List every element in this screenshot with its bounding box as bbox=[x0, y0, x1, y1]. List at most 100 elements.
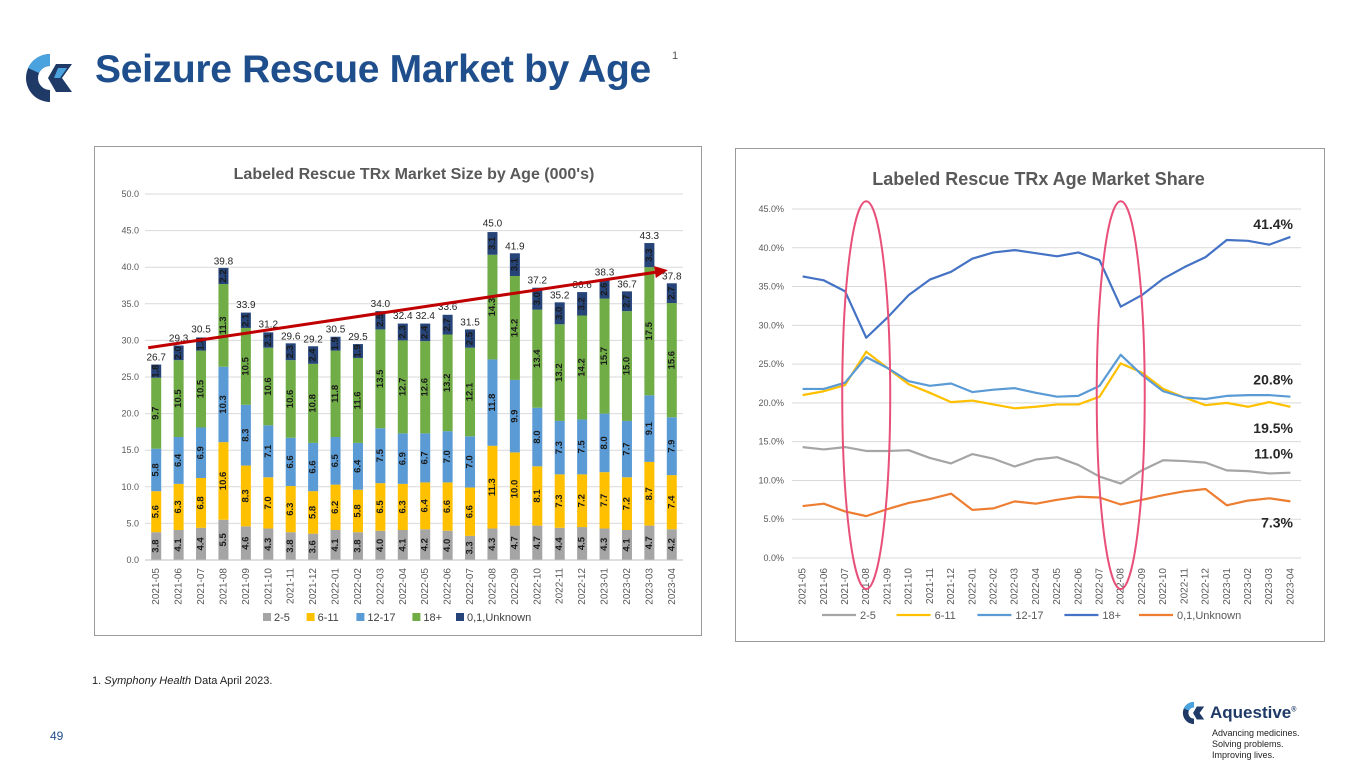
bar-data-label: 7.5 bbox=[375, 448, 386, 462]
x-tick-label: 2021-05 bbox=[151, 568, 162, 605]
bar-data-label: 15.7 bbox=[599, 347, 610, 366]
bar-data-label: 4.6 bbox=[240, 537, 251, 550]
x-tick-label: 2023-02 bbox=[622, 568, 633, 605]
x-tick-label: 2021-06 bbox=[174, 568, 185, 605]
bar-segment bbox=[509, 525, 520, 560]
brand-tagline: Advancing medicines. Solving problems. I… bbox=[1212, 728, 1300, 761]
bar-segment bbox=[397, 433, 408, 484]
chart-title: Labeled Rescue TRx Market Size by Age (0… bbox=[234, 166, 595, 183]
legend-label: 0,1,Unknown bbox=[467, 612, 531, 624]
legend-label: 18+ bbox=[423, 612, 442, 624]
x-tick-label: 2023-04 bbox=[667, 568, 678, 605]
bar-segment bbox=[173, 360, 184, 438]
bar-data-label: 3.2 bbox=[577, 297, 588, 310]
bar-total-label: 30.5 bbox=[191, 325, 211, 336]
bar-total-label: 35.2 bbox=[550, 290, 570, 301]
series-line-2-5 bbox=[802, 445, 1291, 485]
bar-data-label: 2.6 bbox=[599, 283, 610, 296]
bar-segment bbox=[285, 343, 296, 361]
bar-segment bbox=[240, 526, 251, 560]
bar-data-label: 8.1 bbox=[532, 489, 543, 503]
bar-total-label: 32.4 bbox=[415, 311, 435, 322]
series-line-12-17 bbox=[802, 353, 1291, 401]
bar-segment bbox=[352, 357, 363, 443]
bar-segment bbox=[599, 528, 610, 560]
bar-data-label: 4.0 bbox=[442, 539, 453, 552]
bar-data-label: 14.3 bbox=[487, 298, 498, 317]
bar-data-label: 3.8 bbox=[285, 539, 296, 552]
bar-segment bbox=[397, 529, 408, 560]
bar-total-label: 43.3 bbox=[640, 231, 660, 242]
bar-segment bbox=[465, 329, 476, 348]
x-tick-label: 2023-02 bbox=[1243, 568, 1254, 605]
bar-data-label: 4.7 bbox=[644, 536, 655, 549]
bar-segment bbox=[532, 466, 543, 526]
bar-data-label: 6.4 bbox=[420, 499, 431, 513]
bar-segment bbox=[532, 309, 543, 408]
x-tick-label: 2022-07 bbox=[465, 568, 476, 605]
bar-segment bbox=[263, 332, 274, 348]
x-tick-label: 2022-08 bbox=[1116, 568, 1127, 605]
bar-segment bbox=[285, 360, 296, 438]
bar-data-label: 4.7 bbox=[509, 536, 520, 549]
bar-data-label: 8.0 bbox=[599, 436, 610, 449]
bar-segment bbox=[621, 291, 632, 312]
bar-data-label: 6.6 bbox=[442, 500, 453, 513]
x-tick-label: 2022-11 bbox=[555, 568, 566, 604]
bar-data-label: 7.2 bbox=[577, 494, 588, 507]
bar-data-label: 6.5 bbox=[330, 454, 341, 468]
bar-segment bbox=[240, 312, 251, 328]
page-number: 49 bbox=[50, 729, 64, 743]
title-footnote-marker: 1 bbox=[672, 50, 679, 62]
legend-label: 2-5 bbox=[274, 612, 290, 624]
bar-data-label: 1.8 bbox=[151, 365, 162, 378]
bar-data-label: 4.1 bbox=[330, 538, 341, 552]
bar-data-label: 10.3 bbox=[218, 395, 229, 414]
y-tick-label: 10.0 bbox=[121, 482, 139, 492]
bar-data-label: 6.6 bbox=[285, 455, 296, 468]
bar-data-label: 12.7 bbox=[397, 378, 408, 397]
bar-data-label: 12.6 bbox=[420, 378, 431, 397]
bar-segment bbox=[621, 477, 632, 530]
bar-segment bbox=[285, 486, 296, 533]
bar-segment bbox=[151, 491, 162, 533]
bar-segment bbox=[151, 532, 162, 560]
bar-segment bbox=[621, 529, 632, 560]
bar-data-label: 13.5 bbox=[375, 369, 386, 388]
bar-segment bbox=[218, 519, 229, 560]
bar-segment bbox=[240, 404, 251, 466]
bar-data-label: 7.7 bbox=[599, 494, 610, 507]
bar-segment bbox=[509, 253, 520, 276]
series-end-label: 41.4% bbox=[1253, 216, 1293, 232]
y-tick-label: 10.0% bbox=[758, 475, 784, 485]
series-end-label: 20.8% bbox=[1253, 372, 1293, 388]
bar-segment bbox=[599, 472, 610, 529]
bar-segment bbox=[532, 287, 543, 310]
bar-data-label: 6.3 bbox=[285, 503, 296, 516]
bar-segment bbox=[263, 477, 274, 529]
chart-title: Labeled Rescue TRx Age Market Share bbox=[872, 169, 1204, 189]
bar-total-label: 37.8 bbox=[662, 271, 682, 282]
x-tick-label: 2021-05 bbox=[798, 568, 809, 605]
bar-total-label: 41.9 bbox=[505, 241, 525, 252]
bar-segment bbox=[465, 347, 476, 437]
bar-segment bbox=[442, 530, 453, 560]
bar-segment bbox=[666, 283, 677, 304]
y-tick-label: 0.0 bbox=[126, 555, 139, 565]
bar-data-label: 11.8 bbox=[330, 385, 341, 403]
y-tick-label: 20.0 bbox=[121, 409, 139, 419]
x-tick-label: 2023-03 bbox=[644, 568, 655, 605]
bar-data-label: 11.8 bbox=[487, 394, 498, 412]
bar-data-label: 10.8 bbox=[308, 394, 319, 413]
bar-segment bbox=[330, 529, 341, 560]
x-tick-label: 2022-01 bbox=[967, 568, 978, 605]
bar-segment bbox=[666, 529, 677, 560]
x-tick-label: 2023-01 bbox=[600, 568, 611, 605]
series-end-label: 7.3% bbox=[1261, 514, 1293, 530]
bar-total-label: 32.4 bbox=[393, 311, 413, 322]
bar-segment bbox=[330, 336, 341, 351]
bar-segment bbox=[218, 442, 229, 520]
bar-total-label: 31.5 bbox=[460, 317, 480, 328]
x-tick-label: 2021-07 bbox=[840, 568, 851, 605]
bar-data-label: 10.6 bbox=[263, 377, 274, 396]
